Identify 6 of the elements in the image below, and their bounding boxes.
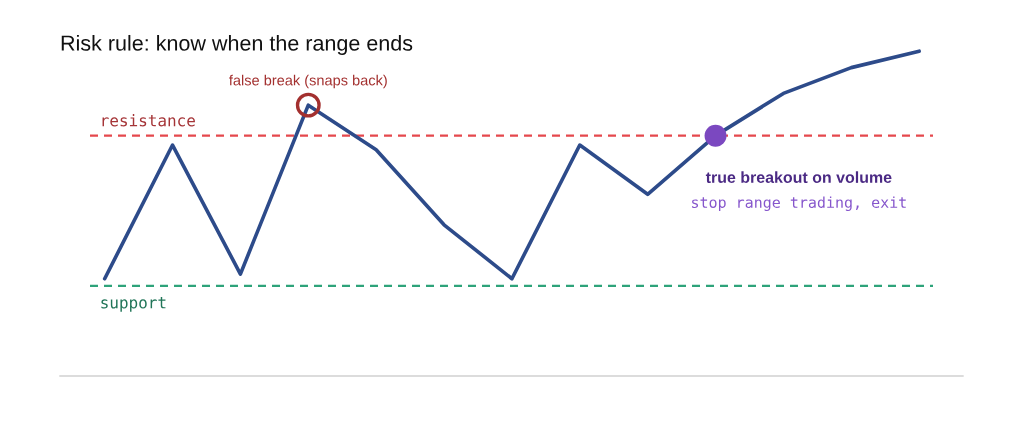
annotation: stop range trading, exit [692,196,906,212]
ref-line-label: resistance [102,114,195,127]
ref-line-label: support [101,297,166,312]
chart-title: Risk rule: know when the range ends [61,34,413,56]
annotation: true breakout on volume [705,171,892,183]
annotation: false break (snaps back) [229,74,387,89]
